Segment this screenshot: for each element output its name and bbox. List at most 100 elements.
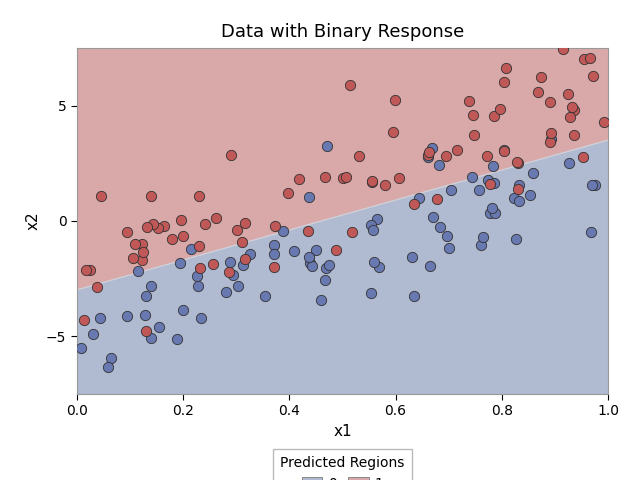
Point xyxy=(194,192,204,200)
Point xyxy=(138,248,148,256)
Point xyxy=(528,169,538,177)
Point xyxy=(340,173,351,181)
Point xyxy=(237,261,248,268)
Point xyxy=(536,73,547,81)
Point xyxy=(79,317,90,324)
Point xyxy=(345,81,355,89)
Point xyxy=(372,215,382,222)
Point xyxy=(270,222,280,229)
Point xyxy=(283,189,293,196)
Point xyxy=(141,223,152,231)
Point xyxy=(122,228,132,236)
Point xyxy=(232,226,242,234)
Point xyxy=(303,253,314,261)
Point xyxy=(374,264,384,271)
Point xyxy=(128,254,138,262)
Point xyxy=(130,240,140,248)
Point xyxy=(532,88,543,96)
Point xyxy=(478,233,488,241)
Point xyxy=(599,118,609,126)
Point xyxy=(269,264,279,271)
Legend: 0, 1: 0, 1 xyxy=(273,449,412,480)
Point xyxy=(200,220,210,228)
Point xyxy=(81,266,92,274)
Point xyxy=(92,283,102,291)
Point xyxy=(558,45,568,52)
Point xyxy=(569,131,579,139)
Point xyxy=(485,209,495,217)
Point xyxy=(380,181,390,189)
Point xyxy=(425,262,435,269)
Point xyxy=(260,292,270,300)
Point xyxy=(474,186,484,194)
Point xyxy=(354,152,364,159)
Point xyxy=(546,135,556,143)
Point xyxy=(567,104,577,111)
Point xyxy=(545,138,555,146)
Point xyxy=(221,288,232,296)
Point xyxy=(482,152,492,160)
Point xyxy=(545,98,556,106)
Point xyxy=(490,209,500,217)
Point xyxy=(514,181,524,189)
Point xyxy=(307,262,317,270)
Point xyxy=(585,54,595,61)
Point xyxy=(409,292,419,300)
Point xyxy=(423,154,433,161)
Point xyxy=(468,111,479,119)
X-axis label: x1: x1 xyxy=(333,423,352,439)
Point xyxy=(486,204,497,212)
Point xyxy=(547,129,557,137)
Point xyxy=(175,259,186,267)
Point xyxy=(321,264,332,272)
Point xyxy=(588,72,598,79)
Point xyxy=(195,264,205,272)
Point xyxy=(348,228,358,236)
Point xyxy=(423,151,433,159)
Point xyxy=(525,192,535,199)
Point xyxy=(316,296,326,303)
Point xyxy=(154,324,164,331)
Point xyxy=(570,106,580,114)
Point xyxy=(95,192,106,200)
Point xyxy=(146,192,156,200)
Point xyxy=(446,186,456,194)
Point xyxy=(186,245,196,252)
Point xyxy=(367,179,377,186)
Point xyxy=(311,246,321,253)
Point xyxy=(388,129,399,136)
Point xyxy=(305,259,315,266)
Point xyxy=(407,253,417,261)
Point xyxy=(85,266,95,274)
Point xyxy=(434,161,444,168)
Point xyxy=(159,222,170,229)
Point xyxy=(499,146,509,154)
Point xyxy=(495,105,505,113)
Point xyxy=(320,173,330,181)
Point xyxy=(488,112,499,120)
Point xyxy=(95,314,105,322)
Point xyxy=(269,241,279,249)
Y-axis label: x2: x2 xyxy=(26,212,40,230)
Point xyxy=(237,239,247,246)
Point xyxy=(499,147,509,155)
Point xyxy=(228,272,238,279)
Point xyxy=(178,232,188,240)
Point xyxy=(146,282,156,289)
Point xyxy=(207,261,218,268)
Point xyxy=(440,153,451,160)
Point xyxy=(178,306,188,313)
Point xyxy=(193,282,203,290)
Point xyxy=(304,193,314,201)
Point xyxy=(88,330,99,338)
Point xyxy=(390,96,400,104)
Point xyxy=(224,268,234,276)
Point xyxy=(513,185,523,192)
Point xyxy=(489,179,499,187)
Point xyxy=(488,162,499,170)
Point xyxy=(431,195,442,203)
Point xyxy=(102,363,113,371)
Point xyxy=(140,311,150,318)
Point xyxy=(106,354,116,362)
Point xyxy=(586,228,596,236)
